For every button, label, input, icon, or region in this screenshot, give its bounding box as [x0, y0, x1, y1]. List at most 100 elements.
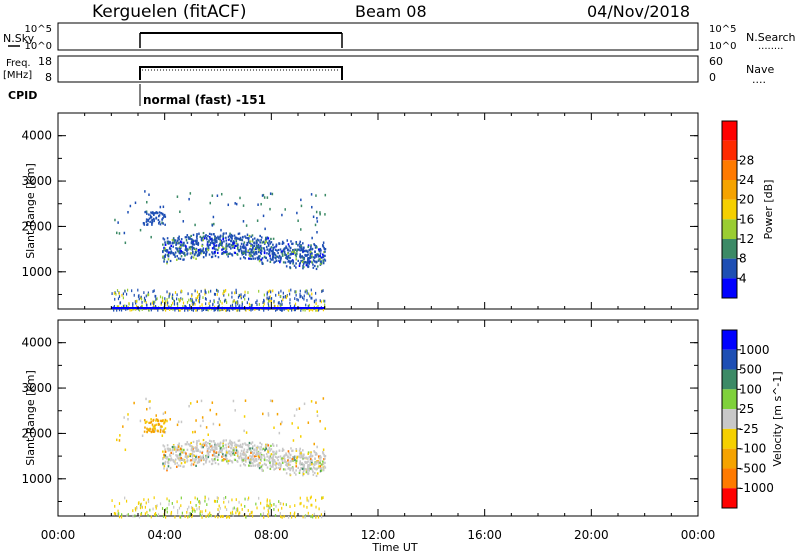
echo-point: [256, 241, 258, 244]
echo-point: [206, 448, 209, 451]
echo-point: [239, 464, 242, 467]
echo-point: [189, 454, 191, 458]
echo-point: [178, 458, 181, 462]
echo-point-upper: [312, 215, 315, 219]
echo-point: [269, 242, 272, 245]
echo-point: [242, 463, 245, 466]
ground-scatter-point: [144, 505, 147, 509]
echo-point-upper: [146, 407, 148, 411]
echo-point: [245, 460, 247, 463]
echo-point: [216, 458, 219, 461]
ground-scatter-point: [126, 304, 128, 308]
ground-scatter-point: [239, 511, 241, 515]
ground-scatter-point: [132, 514, 134, 518]
echo-point: [253, 252, 256, 255]
echo-point: [211, 255, 214, 258]
echo-point: [166, 260, 168, 263]
echo-point: [253, 244, 255, 248]
echo-point: [272, 444, 275, 447]
echo-point: [257, 256, 260, 259]
echo-point: [242, 452, 245, 455]
ground-scatter-point: [147, 513, 149, 517]
echo-point: [249, 464, 251, 467]
echo-point: [305, 261, 308, 264]
ground-scatter-point: [311, 514, 314, 517]
echo-point: [284, 253, 286, 257]
ground-scatter-point: [176, 293, 178, 297]
echo-point: [259, 452, 262, 455]
echo-point: [316, 265, 319, 268]
ground-scatter-point: [285, 503, 287, 507]
echo-point-cluster: [146, 420, 148, 423]
echo-point-upper: [297, 219, 299, 223]
colorbar-frame: [721, 120, 738, 299]
echo-point-upper: [179, 210, 181, 214]
ground-scatter-point: [180, 297, 182, 301]
echo-point: [309, 253, 312, 256]
ground-scatter-point: [239, 304, 241, 308]
echo-point: [211, 444, 213, 447]
echo-point: [245, 250, 247, 253]
echo-point-upper: [202, 419, 204, 423]
echo-point: [185, 247, 188, 250]
echo-point-upper: [322, 448, 325, 451]
ground-scatter-point: [267, 290, 269, 294]
echo-point-cluster: [159, 419, 162, 422]
echo-point: [222, 444, 224, 448]
ground-scatter-point: [166, 506, 168, 510]
station-title: Kerguelen (fitACF): [92, 2, 246, 22]
echo-point-upper: [161, 221, 163, 224]
echo-point: [186, 456, 188, 460]
ground-scatter-point: [289, 505, 291, 509]
echo-point: [322, 469, 325, 472]
echo-point: [188, 453, 191, 456]
ground-scatter-point: [303, 294, 305, 298]
echo-point: [180, 255, 183, 258]
echo-point: [289, 261, 292, 265]
echo-point: [269, 461, 271, 464]
echo-point: [178, 235, 180, 238]
ground-scatter-point: [139, 506, 142, 510]
ground-scatter-point: [324, 299, 326, 303]
echo-point: [239, 443, 242, 446]
echo-point-upper: [212, 422, 215, 426]
echo-point: [295, 253, 298, 256]
echo-point: [195, 251, 198, 254]
echo-point: [166, 469, 168, 472]
ground-scatter-point: [231, 512, 233, 516]
echo-point: [171, 458, 173, 461]
ground-scatter-point: [308, 303, 310, 307]
echo-point: [173, 448, 176, 451]
echo-point-cluster: [156, 211, 159, 215]
echo-point: [279, 466, 282, 469]
ground-scatter-point: [192, 308, 194, 312]
echo-point: [213, 440, 215, 443]
echo-point: [289, 468, 292, 472]
echo-point: [288, 466, 290, 469]
ground-scatter-point: [176, 297, 178, 301]
ground-scatter-point: [269, 289, 271, 293]
echo-point: [206, 451, 209, 454]
echo-point: [259, 251, 262, 254]
echo-point: [290, 447, 292, 450]
echo-point: [319, 459, 322, 462]
echo-point: [320, 256, 323, 259]
echo-point: [291, 457, 294, 461]
echo-point: [200, 459, 202, 462]
echo-point: [289, 467, 291, 470]
ground-scatter-point: [162, 308, 165, 311]
echo-point: [290, 460, 292, 463]
echo-point: [307, 245, 310, 248]
echo-point: [224, 247, 227, 250]
echo-point-upper: [316, 445, 318, 449]
ground-scatter-point: [222, 308, 224, 312]
echo-point: [273, 246, 276, 249]
echo-point-cluster: [160, 419, 163, 423]
ground-scatter-point: [161, 296, 164, 300]
echo-point: [307, 265, 309, 269]
echo-point: [302, 454, 305, 458]
echo-point: [261, 241, 264, 244]
echo-point: [244, 454, 247, 457]
echo-point: [275, 464, 277, 467]
echo-point: [194, 240, 197, 243]
